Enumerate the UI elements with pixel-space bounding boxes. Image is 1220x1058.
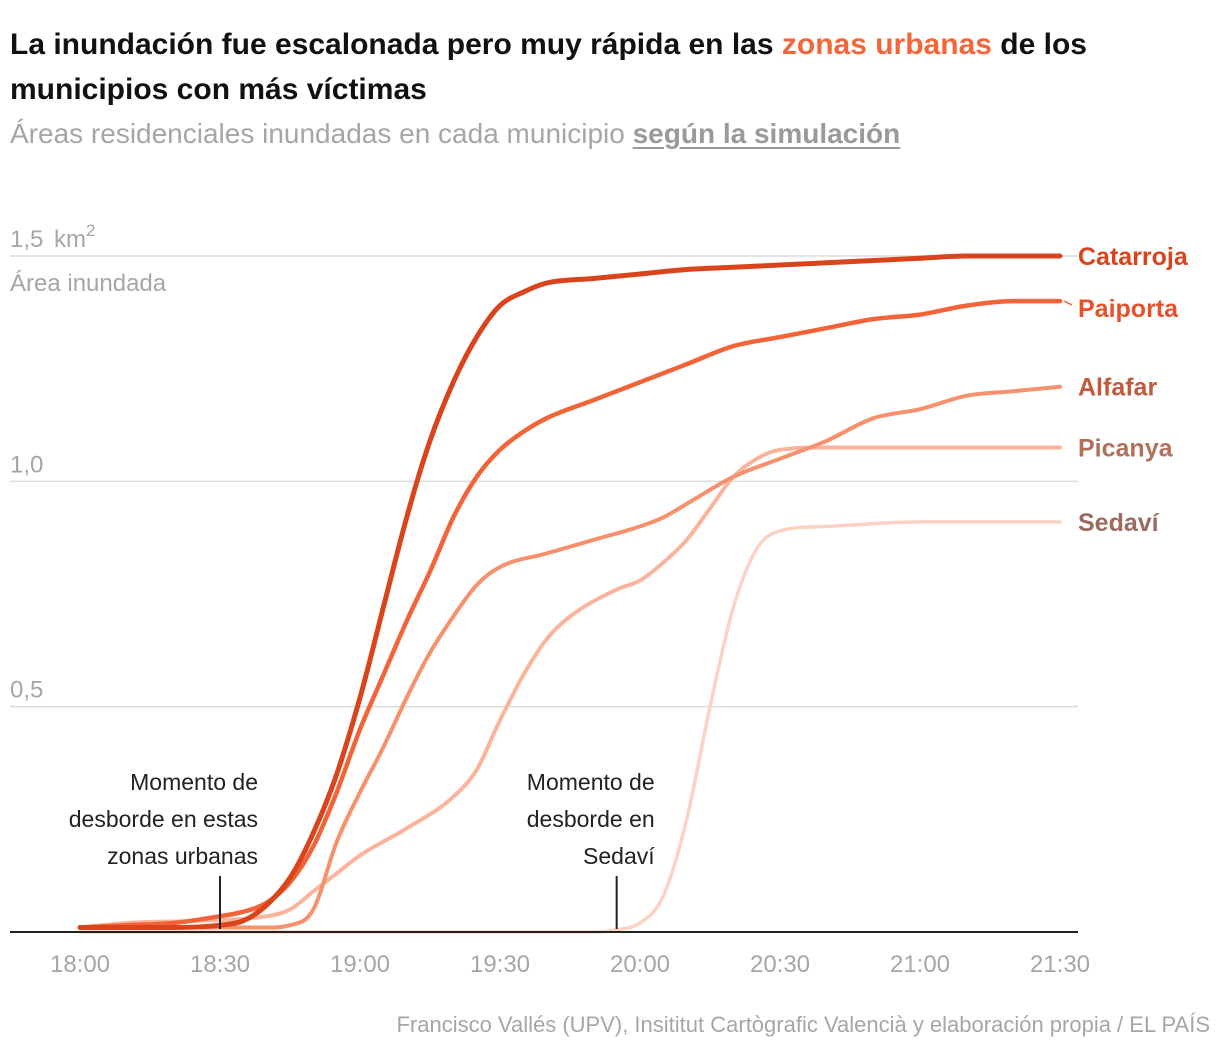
x-tick-label: 19:30 <box>470 951 530 978</box>
subtitle-text: Áreas residenciales inundadas en cada mu… <box>10 118 633 149</box>
x-tick-label: 18:00 <box>50 951 110 978</box>
chart-title: La inundación fue escalonada pero muy rá… <box>10 22 1210 112</box>
series-label-sedavi: Sedaví <box>1078 509 1160 537</box>
x-tick-label: 21:30 <box>1030 951 1090 978</box>
series-line-picanya <box>78 445 1062 930</box>
x-tick-label: 21:00 <box>890 951 950 978</box>
y-axis-label: Área inundada <box>10 270 167 297</box>
simulation-link[interactable]: según la simulación <box>632 118 901 149</box>
series-line-catarroja <box>77 253 1063 931</box>
series-label-picanya: Picanya <box>1078 435 1174 463</box>
series-line-alfafar <box>78 384 1062 930</box>
y-tick-label: 1,5 <box>10 226 43 253</box>
x-tick-label: 20:30 <box>750 951 810 978</box>
label-connector <box>1063 300 1073 306</box>
chart-title-part: La inundación fue escalonada pero muy rá… <box>10 28 782 61</box>
annotation-text: desborde en estas <box>69 806 258 832</box>
source-credit: Francisco Vallés (UPV), Insititut Cartòg… <box>396 1012 1210 1037</box>
y-tick-label: 0,5 <box>10 677 43 704</box>
grid <box>10 255 1078 708</box>
annotation-text: Momento de <box>130 769 258 795</box>
chart-title-highlight: zonas urbanas <box>781 28 992 61</box>
chart-title-part: de los municipios con más víctimas <box>10 28 1087 106</box>
chart-subtitle: Áreas residenciales inundadas en cada mu… <box>10 114 900 154</box>
x-tick-label: 18:30 <box>190 951 250 978</box>
series-labels: Catarroja Paiporta Alfafar Picanya Sedaví <box>1063 243 1189 537</box>
annotation-text: Momento de <box>527 769 655 795</box>
series-label-catarroja: Catarroja <box>1078 243 1189 271</box>
x-tick-label: 20:00 <box>610 951 670 978</box>
series-label-alfafar: Alfafar <box>1078 374 1157 402</box>
y-axis-unit: km2 <box>54 221 95 253</box>
annotations: Momento de desborde en estas zonas urbanas… <box>69 769 655 929</box>
series-line-sedavi <box>78 520 1062 934</box>
line-chart: 1,5 1,0 0,5 km2 Área inundada 18:00 18:30 19… <box>10 221 1189 978</box>
series-line-paiporta <box>77 298 1063 930</box>
x-axis-ticks: 18:00 18:30 19:00 19:30 20:00 20:30 21:00 21:30 <box>50 951 1090 978</box>
x-tick-label: 19:00 <box>330 951 390 978</box>
annotation-text: Sedaví <box>583 843 655 869</box>
y-axis-ticks: 1,5 1,0 0,5 <box>10 226 43 704</box>
annotation-text: desborde en <box>527 806 655 832</box>
annotation-text: zonas urbanas <box>107 843 258 869</box>
y-tick-label: 1,0 <box>10 451 43 478</box>
series-label-paiporta: Paiporta <box>1078 295 1179 323</box>
